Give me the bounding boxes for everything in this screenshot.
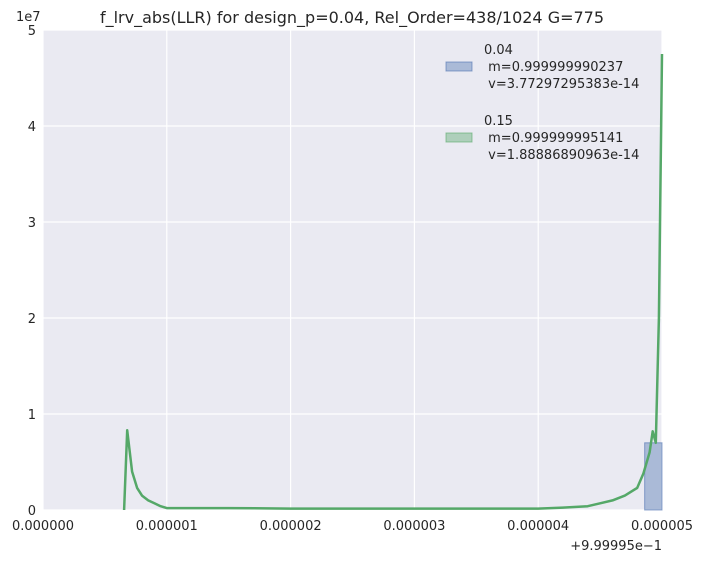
y-tick-label: 1 (28, 408, 36, 423)
legend-swatch (445, 132, 473, 143)
x-tick-label: 0.000004 (507, 519, 569, 534)
legend: 0.04 m=0.999999990237 v=3.77297295383e-1… (445, 43, 639, 163)
legend-label: 0.04 m=0.999999990237 v=3.77297295383e-1… (484, 43, 639, 92)
plot-background (43, 30, 662, 510)
series-line (122, 53, 664, 511)
y-tick-label: 5 (28, 24, 36, 39)
y-multiplier-label: 1e7 (16, 10, 41, 25)
histogram-bar (644, 442, 663, 511)
series-lines (122, 53, 664, 511)
legend-swatch (445, 61, 473, 72)
y-tick-label: 0 (28, 504, 36, 519)
legend-label: 0.15 m=0.999999995141 v=1.88886890963e-1… (484, 114, 639, 163)
chart-title: f_lrv_abs(LLR) for design_p=0.04, Rel_Or… (100, 8, 604, 28)
x-tick-label: 0.000001 (136, 519, 198, 534)
x-axis-ticks: 0.000000 0.000001 0.000002 0.000003 0.000004… (12, 519, 693, 534)
x-tick-label: 0.000000 (12, 519, 74, 534)
x-offset-label: +9.99995e−1 (570, 539, 662, 554)
x-tick-label: 0.000003 (383, 519, 445, 534)
y-tick-label: 2 (28, 312, 36, 327)
x-tick-label: 0.000005 (631, 519, 693, 534)
x-tick-label: 0.000002 (260, 519, 322, 534)
y-axis-ticks: 0 1 2 3 4 5 (28, 24, 36, 519)
y-tick-label: 4 (28, 120, 36, 135)
y-tick-label: 3 (28, 216, 36, 231)
histogram-bars (644, 442, 663, 511)
